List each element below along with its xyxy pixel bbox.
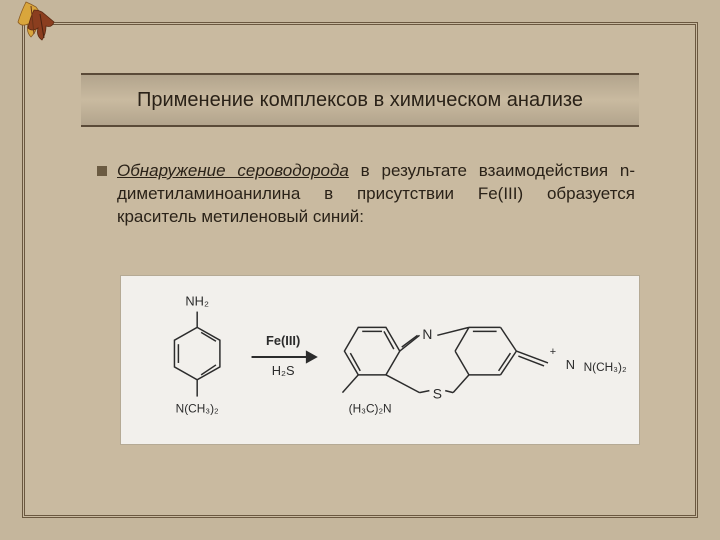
label-bridge-s: S bbox=[433, 386, 442, 402]
bullet-text: Обнаружение сероводорода в результате вз… bbox=[117, 160, 635, 229]
label-plus: + bbox=[550, 346, 556, 358]
label-nh2: NH₂ bbox=[185, 294, 209, 309]
bullet-lead: Обнаружение сероводорода bbox=[117, 161, 349, 180]
label-h2s: H₂S bbox=[272, 363, 295, 378]
svg-text:N: N bbox=[566, 357, 575, 372]
label-bridge-n: N bbox=[422, 326, 432, 342]
label-h3c2n: (H₃C)₂N bbox=[349, 401, 392, 415]
title-bar: Применение комплексов в химическом анали… bbox=[81, 73, 639, 127]
label-fe3: Fe(III) bbox=[266, 333, 300, 348]
autumn-leaf-icon bbox=[6, 0, 66, 52]
svg-text:N(CH₃)₂: N(CH₃)₂ bbox=[584, 360, 627, 374]
label-nch32-right: N(CH₃)₂ bbox=[584, 360, 627, 374]
slide-frame: Применение комплексов в химическом анали… bbox=[22, 22, 698, 518]
chemical-reaction-diagram: NH₂ N(CH₃)₂ Fe(III) H₂S bbox=[120, 275, 640, 445]
bullet-item: Обнаружение сероводорода в результате вз… bbox=[97, 160, 635, 229]
label-nch32-left: N(CH₃)₂ bbox=[176, 401, 219, 415]
bullet-marker-icon bbox=[97, 166, 107, 176]
body-content: Обнаружение сероводорода в результате вз… bbox=[97, 160, 635, 229]
slide-title: Применение комплексов в химическом анали… bbox=[137, 89, 583, 112]
